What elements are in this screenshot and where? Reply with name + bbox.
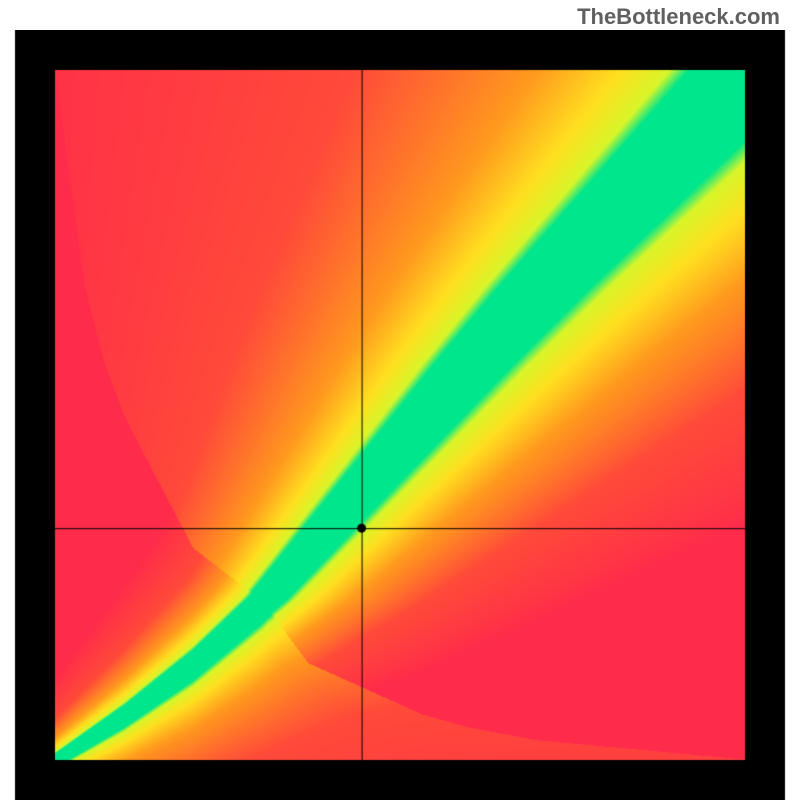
attribution-text: TheBottleneck.com	[577, 4, 780, 30]
chart-container: TheBottleneck.com	[0, 0, 800, 800]
bottleneck-heatmap	[0, 30, 800, 800]
